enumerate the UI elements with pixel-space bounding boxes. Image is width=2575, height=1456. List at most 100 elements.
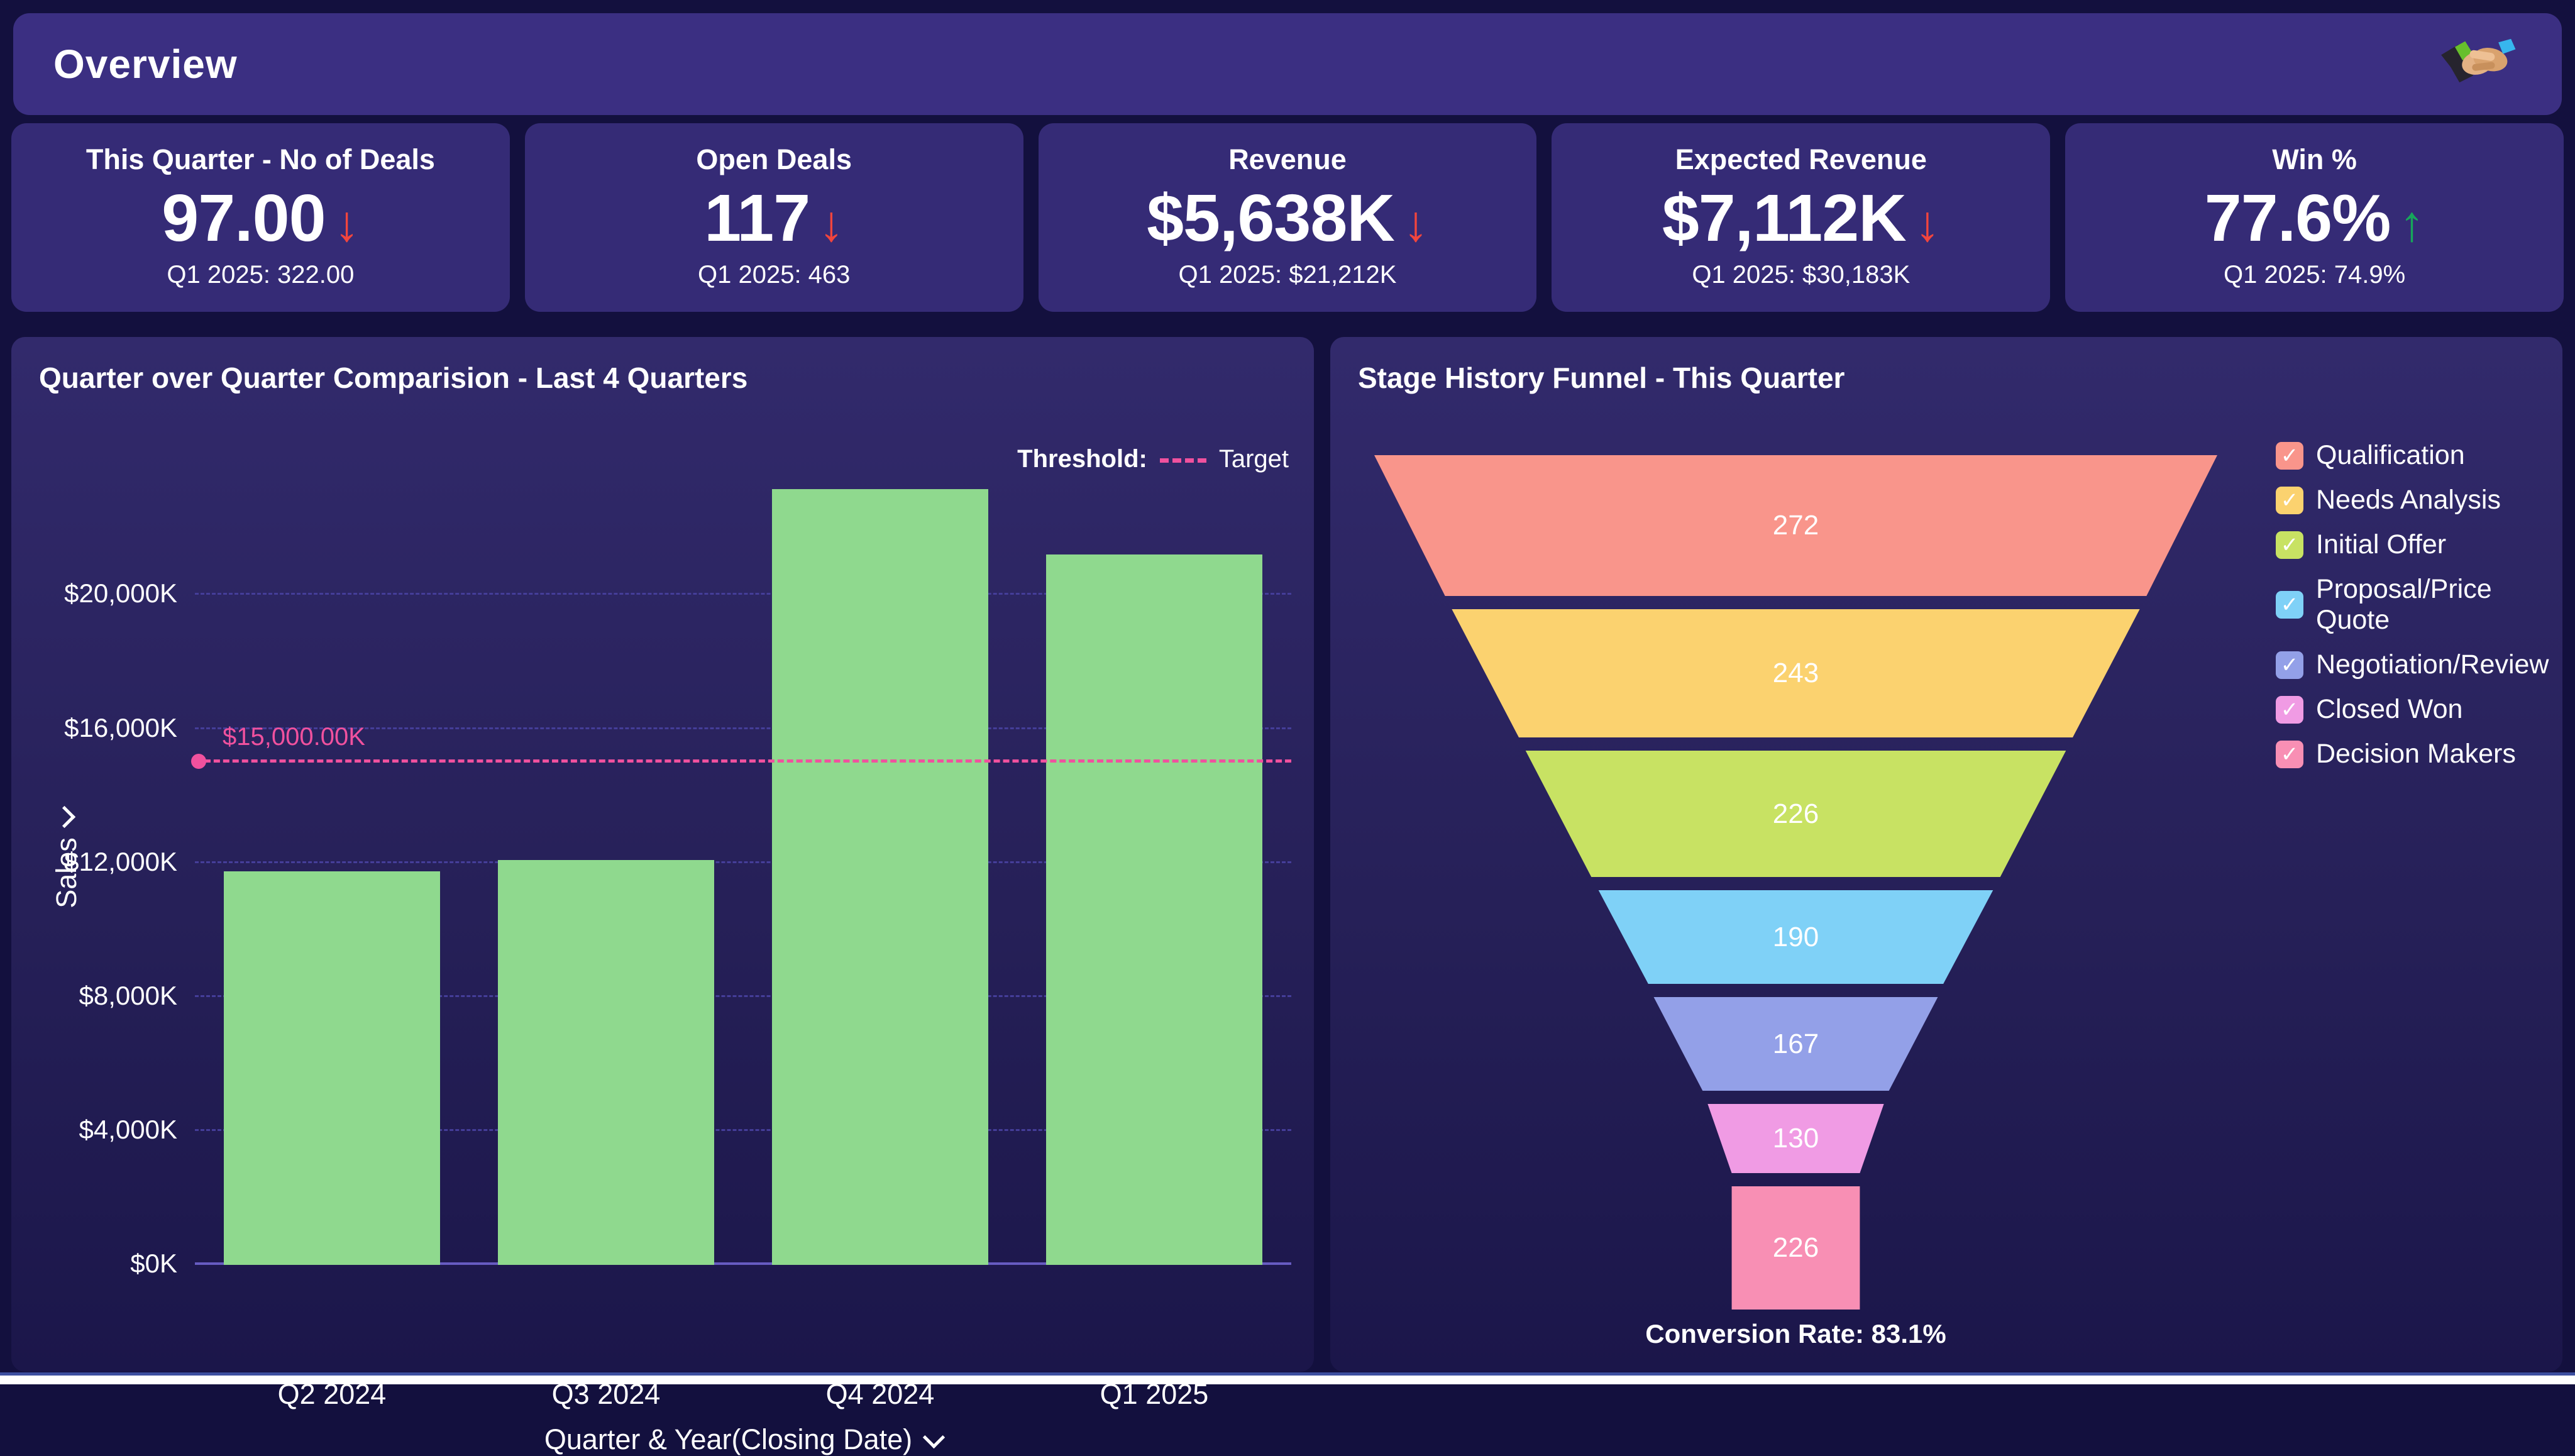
funnel-segment-qualification[interactable]: 272 [1374,455,2217,596]
bar-q3-2024[interactable] [497,860,715,1265]
gridline: $4,000K [79,1115,1291,1144]
bottom-edge-strip [0,1372,2575,1384]
legend-label: Qualification [2316,440,2465,470]
kpi-value: $5,638K ↓ [1147,180,1428,256]
kpi-value: 97.00 ↓ [162,180,359,256]
kpi-title: Expected Revenue [1675,143,1927,175]
funnel-segment-value: 226 [1772,1232,1819,1263]
checkmark-icon: ✓ [2280,742,2299,766]
bar-column [195,427,469,1265]
bar-plot-area: $0K $4,000K $8,000K $12,000K $16,000K $20,000… [64,427,1291,1278]
x-axis-title-label: Quarter & Year(Closing Date) [544,1423,913,1455]
legend-checkbox: ✓ [2276,651,2303,679]
funnel-legend: ✓ Qualification ✓ Needs Analysis ✓ Initial Of… [2276,440,2562,769]
legend-checkbox: ✓ [2276,695,2303,724]
x-axis-title[interactable]: Quarter & Year(Closing Date) [195,1423,1291,1456]
kpi-card-revenue[interactable]: Revenue $5,638K ↓ Q1 2025: $21,212K [1038,123,1537,312]
y-tick-label: $8,000K [79,980,177,1010]
gridline: $20,000K [64,578,1291,608]
kpi-sub-value: Q1 2025: 463 [697,261,851,289]
legend-item-decision-makers[interactable]: ✓ Decision Makers [2276,739,2562,769]
x-axis-line: $0K [130,1249,1291,1278]
kpi-card-expected-revenue[interactable]: Expected Revenue $7,112K ↓ Q1 2025: $30,183… [1552,123,2051,312]
kpi-sub-value: Q1 2025: $30,183K [1692,261,1911,289]
handshake-icon [2439,32,2522,96]
funnel-segment-negotiation-review[interactable]: 167 [1653,997,1938,1091]
funnel-segment-initial-offer[interactable]: 226 [1525,751,2066,877]
bar-chart-title: Quarter over Quarter Comparision - Last … [39,361,748,394]
kpi-row: This Quarter - No of Deals 97.00 ↓ Q1 2025:… [11,123,2564,312]
bar-chart-panel: Quarter over Quarter Comparision - Last … [11,337,1314,1455]
checkmark-icon: ✓ [2280,488,2299,512]
funnel-segment-closed-won[interactable]: 130 [1707,1104,1884,1173]
checkmark-icon: ✓ [2280,593,2299,617]
kpi-card-win[interactable]: Win % 77.6% ↑ Q1 2025: 74.9% [2065,123,2564,312]
funnel-segment-value: 190 [1772,921,1819,952]
bar-q1-2025[interactable] [1045,554,1263,1265]
legend-item-initial-offer[interactable]: ✓ Initial Offer [2276,529,2562,560]
chevron-down-icon [53,806,75,829]
gridline: $8,000K [79,981,1291,1010]
legend-checkbox: ✓ [2276,531,2303,559]
funnel-segment-value: 167 [1772,1028,1819,1059]
threshold-target-label: Target [1218,445,1289,473]
funnel-segment-needs-analysis[interactable]: 243 [1452,609,2140,737]
kpi-sub-value: Q1 2025: 322.00 [167,261,355,289]
kpi-title: This Quarter - No of Deals [85,143,435,175]
bar-column [469,427,743,1265]
y-tick-label: $16,000K [64,712,177,742]
funnel-segment-value: 226 [1772,798,1819,829]
legend-label: Needs Analysis [2316,485,2501,515]
funnel-segment-decision-makers[interactable]: 226 [1731,1186,1860,1310]
kpi-title: Win % [2272,143,2357,175]
funnel-segment-value: 272 [1772,510,1819,541]
checkmark-icon: ✓ [2280,443,2299,468]
kpi-number: 97.00 [162,181,326,255]
legend-checkbox: ✓ [2276,441,2303,470]
threshold-target-line [191,753,1291,769]
funnel: 272 243 226 190 167 130 226 [1374,455,2217,1323]
checkmark-icon: ✓ [2280,653,2299,677]
kpi-title: Revenue [1228,143,1347,175]
legend-item-closed-won[interactable]: ✓ Closed Won [2276,694,2562,725]
legend-label: Closed Won [2316,694,2463,724]
header-bar: Overview [13,13,2562,115]
chevron-down-icon [922,1426,946,1448]
funnel-panel: Stage History Funnel - This Quarter 272 2… [1330,337,2562,1372]
y-tick-label: $4,000K [79,1114,177,1144]
y-tick-label: $20,000K [64,578,177,609]
kpi-card-this-quarter-no-of-deals[interactable]: This Quarter - No of Deals 97.00 ↓ Q1 2025:… [11,123,510,312]
gridline: $16,000K [64,713,1291,742]
legend-item-needs-analysis[interactable]: ✓ Needs Analysis [2276,485,2562,516]
trend-down-arrow-icon: ↓ [334,195,360,251]
funnel-segment-proposal-price-quote[interactable]: 190 [1598,890,1993,984]
legend-item-qualification[interactable]: ✓ Qualification [2276,440,2562,471]
gridline: $12,000K [64,847,1291,876]
bar-q2-2024[interactable] [223,871,441,1265]
kpi-sub-value: Q1 2025: $21,212K [1178,261,1397,289]
legend-checkbox: ✓ [2276,591,2303,619]
y-tick-label: $12,000K [64,846,177,876]
funnel-segment-value: 243 [1772,658,1819,688]
trend-down-arrow-icon: ↓ [1403,195,1428,251]
trend-down-arrow-icon: ↓ [819,195,844,251]
threshold-value-label: $15,000.00K [223,722,365,751]
checkmark-icon: ✓ [2280,697,2299,722]
page-title: Overview [53,41,238,87]
threshold-legend: Threshold: Target [1017,445,1289,473]
crm-overview-dashboard: Overview This Quarter - No of Deals 97.00… [0,13,2575,1455]
kpi-card-open-deals[interactable]: Open Deals 117 ↓ Q1 2025: 463 [524,123,1023,312]
legend-label: Initial Offer [2316,529,2447,560]
kpi-title: Open Deals [696,143,852,175]
funnel-title: Stage History Funnel - This Quarter [1358,361,1845,394]
legend-item-negotiation-review[interactable]: ✓ Negotiation/Review [2276,649,2562,680]
legend-label: Proposal/Price Quote [2316,574,2492,635]
legend-label: Decision Makers [2316,739,2516,769]
y-tick-label: $0K [130,1249,177,1278]
bar-q4-2024[interactable] [771,488,989,1265]
legend-item-proposal-price-quote[interactable]: ✓ Proposal/Price Quote [2276,574,2562,636]
threshold-legend-prefix: Threshold: [1017,445,1147,473]
bar-column [743,427,1017,1265]
kpi-number: $5,638K [1147,181,1395,255]
trend-up-arrow-icon: ↑ [2399,195,2425,251]
